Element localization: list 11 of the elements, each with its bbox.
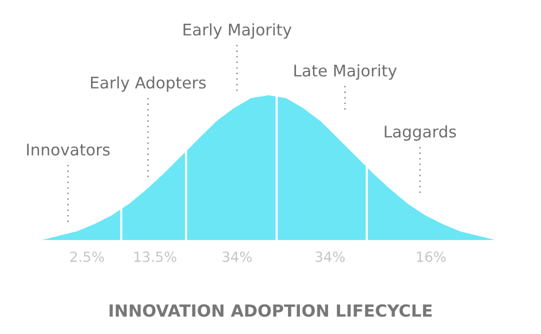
text: 2.5%	[70, 252, 104, 262]
text: Early Majority	[184, 23, 292, 39]
text: 34%	[316, 252, 345, 262]
text: 13.5%	[134, 252, 176, 262]
text: INNOVATION ADOPTION LIFECYCLE	[110, 304, 432, 317]
text: Early Adopters	[91, 76, 206, 92]
annotation: Innovators	[27, 144, 110, 156]
text: 34%	[222, 252, 252, 262]
text: 16%	[417, 252, 446, 262]
text: Late Majority	[294, 64, 397, 80]
annotation: Laggards	[384, 125, 456, 141]
